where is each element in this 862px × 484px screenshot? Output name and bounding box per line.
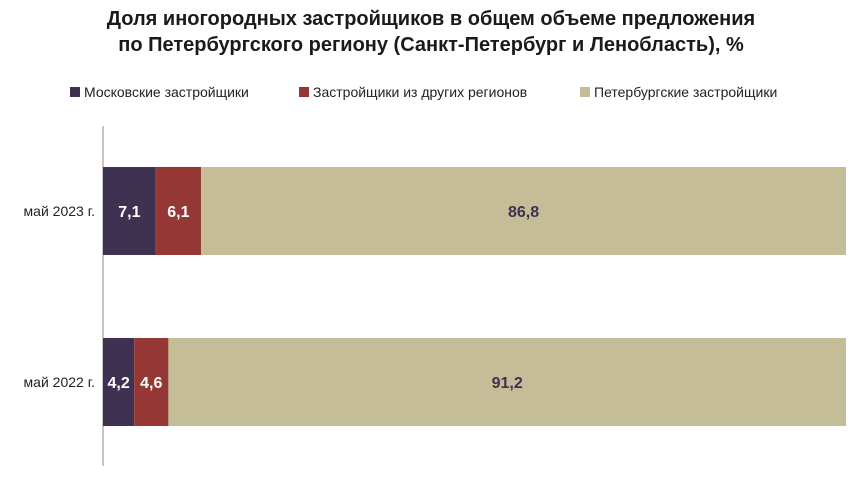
data-label-s1-c0: 6,1: [167, 204, 189, 221]
legend-item-moscow: Московские застройщики: [70, 82, 249, 102]
data-label-s0-c1: 4,2: [107, 375, 129, 392]
bar-segment-s2-c1: [168, 338, 846, 426]
legend-label-other-regions: Застройщики из других регионов: [313, 84, 528, 100]
bar-segment-s1-c1: [134, 338, 169, 426]
legend-swatch-moscow: [70, 87, 80, 97]
bar-segment-s0-c1: [103, 338, 135, 426]
legend-label-petersburg: Петербургские застройщики: [594, 84, 778, 100]
legend-swatch-petersburg: [580, 87, 590, 97]
data-label-s2-c0: 86,8: [508, 204, 539, 221]
chart-title: Доля иногородных застройщиков в общем об…: [106, 8, 756, 30]
data-label-s2-c1: 91,2: [492, 375, 523, 392]
legend-swatch-other-regions: [299, 87, 309, 97]
data-label-s0-c0: 7,1: [118, 204, 140, 221]
category-label-0: май 2023 г.: [24, 203, 95, 219]
legend-item-petersburg: Петербургские застройщики: [580, 82, 777, 102]
legend-label-moscow: Московские застройщики: [84, 84, 249, 100]
legend-item-other-regions: Застройщики из других регионов: [299, 82, 527, 102]
data-label-s1-c1: 4,6: [140, 375, 162, 392]
bar-segment-s1-c0: [155, 167, 202, 255]
bar-segment-s2-c0: [201, 167, 847, 255]
legend: Московские застройщики Застройщики из др…: [0, 82, 862, 102]
chart-subtitle: по Петербургского региону (Санкт-Петербу…: [118, 34, 744, 56]
bar-segment-s0-c0: [103, 167, 156, 255]
category-label-1: май 2022 г.: [24, 374, 95, 390]
